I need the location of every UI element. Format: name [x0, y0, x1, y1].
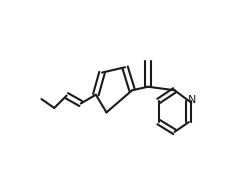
Text: N: N — [188, 95, 197, 105]
